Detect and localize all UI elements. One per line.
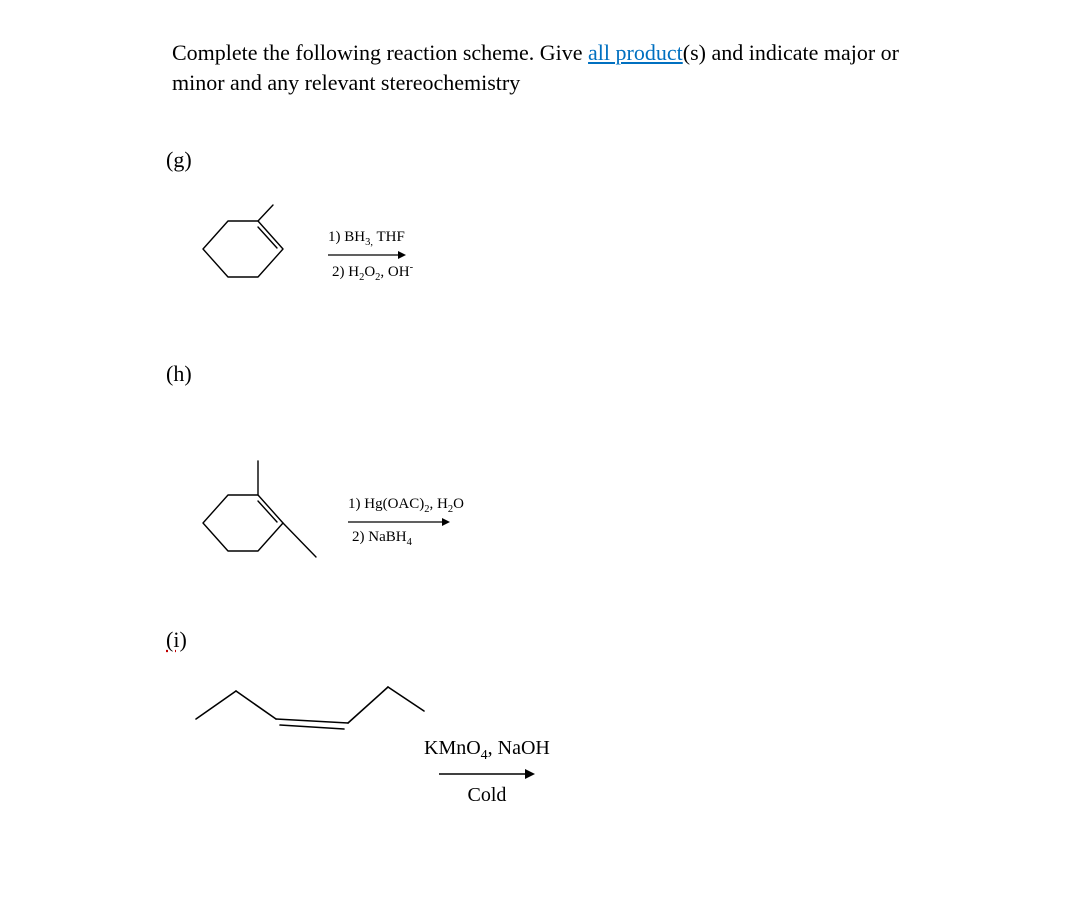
structure-g [188,201,308,311]
reagent-g-1: 1) BH3, THF [328,229,413,248]
question-text: Complete the following reaction scheme. … [172,38,946,97]
reagent-i-top: KMnO4, NaOH [424,737,550,764]
label-i: (i) [166,627,946,653]
reaction-g: 1) BH3, THF 2) H2O2, OH- [188,201,946,311]
reagents-g: 1) BH3, THF 2) H2O2, OH- [328,227,413,285]
arrow-g [328,250,406,260]
reagent-i-bottom: Cold [424,784,550,807]
label-g: (g) [166,147,946,173]
subpart-h: (h) 1) Hg(OAC)2, H2O [172,361,946,597]
reagents-h: 1) Hg(OAC)2, H2O 2) NaBH4 [348,494,464,550]
question-prefix: Complete the following reaction scheme. … [172,40,588,65]
reagent-h-2: 2) NaBH4 [352,529,464,548]
reaction-h: 1) Hg(OAC)2, H2O 2) NaBH4 [188,447,946,597]
subpart-g: (g) 1) BH3, THF [172,147,946,311]
reagent-g-2: 2) H2O2, OH- [332,262,413,283]
subpart-i: (i) KMnO4, Na [172,627,946,833]
structure-h [188,447,328,597]
arrow-i [439,768,535,780]
page-container: Complete the following reaction scheme. … [0,0,1076,903]
question-underlined: all product [588,40,683,65]
arrow-h [348,517,450,527]
reagents-i: KMnO4, NaOH Cold [424,735,550,809]
label-h: (h) [166,361,946,387]
reagent-h-1: 1) Hg(OAC)2, H2O [348,496,464,515]
structure-i [188,673,448,753]
reaction-i: KMnO4, NaOH Cold [188,673,946,833]
